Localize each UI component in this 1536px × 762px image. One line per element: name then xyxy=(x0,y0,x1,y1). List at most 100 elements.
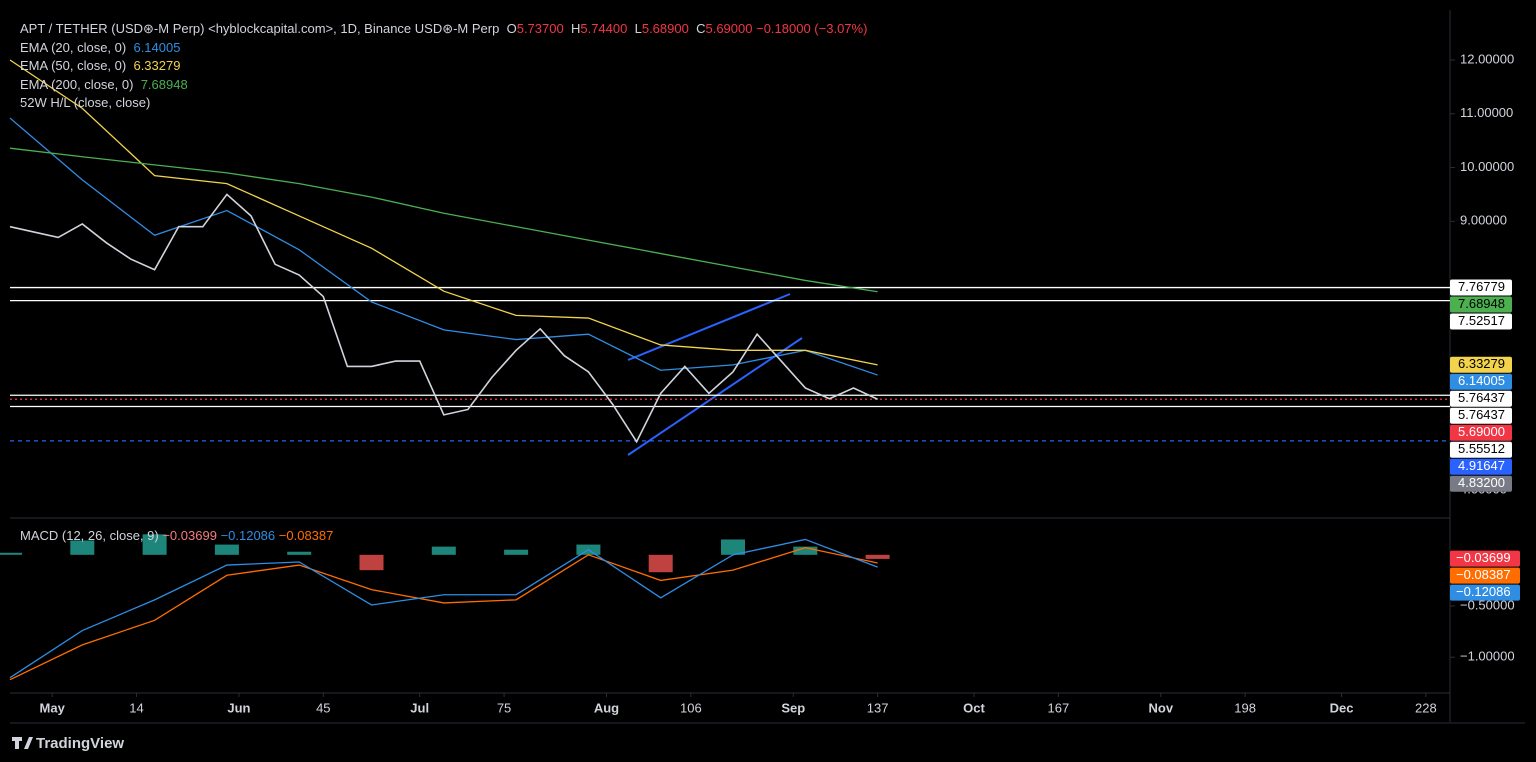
price-label-bg xyxy=(1450,475,1512,492)
macd-line xyxy=(9,538,878,679)
price-label: 5.76437 xyxy=(1458,390,1505,405)
y-tick-label: 11.00000 xyxy=(1460,105,1513,120)
price-label: 6.33279 xyxy=(1458,356,1505,371)
ema-line xyxy=(9,59,878,366)
x-tick-label: Dec xyxy=(1330,700,1354,715)
price-line xyxy=(9,193,878,444)
price-label: 5.69000 xyxy=(1458,424,1505,439)
macd-legend: MACD (12, 26, close, 9) −0.03699 −0.1208… xyxy=(20,527,333,546)
y-tick-label: −1.00000 xyxy=(1460,649,1515,664)
histogram-bar xyxy=(648,554,673,573)
macd-pane xyxy=(0,534,890,681)
price-label: 7.52517 xyxy=(1458,313,1505,328)
x-tick-label: Jul xyxy=(410,700,429,715)
legend: APT / TETHER (USD⊛-M Perp) <hyblockcapit… xyxy=(20,20,867,113)
indicator-name: 52W H/L (close, close) xyxy=(20,95,151,110)
x-tick-label: Oct xyxy=(963,700,985,715)
histogram-bar xyxy=(287,551,312,555)
histogram-bar xyxy=(721,539,746,555)
ohlc-key: L xyxy=(634,21,642,36)
price-label-bg xyxy=(1450,279,1512,296)
indicator-row: EMA (20, close, 0) 6.14005 xyxy=(20,39,867,58)
histogram-bar xyxy=(865,554,890,559)
macd-value: −0.03699 xyxy=(162,528,217,543)
x-tick-label: 45 xyxy=(316,700,330,715)
price-label-bg xyxy=(1450,313,1512,330)
price-label-bg xyxy=(1450,356,1512,373)
histogram-bar xyxy=(431,546,456,555)
macd-value: −0.08387 xyxy=(278,528,334,543)
price-label: 4.83200 xyxy=(1458,475,1505,490)
indicator-row: 52W H/L (close, close) xyxy=(20,94,867,113)
axes: 12.0000011.0000010.000009.000004.00000Ma… xyxy=(40,51,1520,715)
y-tick-label: −0.50000 xyxy=(1460,597,1515,612)
indicator-name: EMA (50, close, 0) xyxy=(20,58,127,73)
indicator-name: EMA (20, close, 0) xyxy=(20,39,127,55)
indicator-row: EMA (200, close, 0) 7.68948 xyxy=(20,76,867,95)
macd-label-bg xyxy=(1450,567,1520,584)
price-label-bg xyxy=(1450,373,1512,390)
histogram-bar xyxy=(0,552,22,555)
x-tick-label: Jun xyxy=(227,700,250,715)
ohlc-key: C xyxy=(696,21,706,36)
ohlc-value: 5.68900 xyxy=(641,21,689,36)
signal-line xyxy=(9,546,878,681)
price-label-bg xyxy=(1450,407,1512,424)
histogram-bar xyxy=(504,549,529,555)
y-tick-label: 10.00000 xyxy=(1460,159,1514,174)
x-tick-label: 14 xyxy=(129,700,143,715)
histogram-bar xyxy=(70,540,95,555)
ohlc-value: 5.69000 xyxy=(705,21,753,36)
price-pane xyxy=(9,59,1450,444)
indicator-value: 6.33279 xyxy=(133,58,181,73)
macd-value: −0.12086 xyxy=(220,528,276,543)
price-label-bg xyxy=(1450,458,1512,475)
x-tick-label: Aug xyxy=(594,700,619,715)
histogram-bar xyxy=(142,534,167,555)
x-tick-label: 228 xyxy=(1415,700,1437,715)
y-tick-label: 9.00000 xyxy=(1460,213,1507,228)
trendline xyxy=(627,337,803,456)
histogram-bar xyxy=(793,546,818,555)
symbol-row: APT / TETHER (USD⊛-M Perp) <hyblockcapit… xyxy=(20,20,867,39)
x-tick-label: Nov xyxy=(1149,700,1174,715)
macd-label-bg xyxy=(1450,550,1520,567)
histogram-bar xyxy=(214,544,239,555)
price-label-bg xyxy=(1450,424,1512,441)
ohlc-value: 5.74400 xyxy=(580,21,628,36)
x-tick-label: 75 xyxy=(497,700,511,715)
price-label: 4.91647 xyxy=(1458,458,1505,473)
ohlc-key: O xyxy=(506,21,517,36)
indicator-value: 6.14005 xyxy=(133,39,181,55)
macd-label: −0.12086 xyxy=(1456,584,1511,599)
price-label: 6.14005 xyxy=(1458,373,1505,388)
ohlc: O5.73700 H5.74400 L5.68900 C5.69000 xyxy=(499,21,753,36)
indicator-value: 7.68948 xyxy=(140,76,188,92)
ema-line xyxy=(9,147,878,293)
x-tick-label: 137 xyxy=(867,700,889,715)
indicator-name: MACD (12, 26, close, 9) xyxy=(20,528,159,543)
price-label: 5.76437 xyxy=(1458,407,1505,422)
symbol: APT / TETHER (USD⊛-M Perp) <hyblockcapit… xyxy=(20,21,500,36)
histogram-bar xyxy=(359,554,384,571)
macd-label-bg xyxy=(1450,584,1520,601)
indicator-row: EMA (50, close, 0) 6.33279 xyxy=(20,57,867,76)
price-label: 7.68948 xyxy=(1458,296,1505,311)
macd-label: −0.08387 xyxy=(1456,567,1511,582)
ohlc-key: H xyxy=(570,21,581,36)
x-tick-label: 167 xyxy=(1048,700,1070,715)
x-tick-label: 106 xyxy=(680,700,702,715)
indicator-list: EMA (20, close, 0) 6.14005 EMA (50, close… xyxy=(20,39,867,95)
brand: TradingView xyxy=(36,735,124,752)
price-label: 7.76779 xyxy=(1458,279,1505,294)
price-label-bg xyxy=(1450,390,1512,407)
price-label-bg xyxy=(1450,296,1512,313)
change: −0.18000 (−3.07%) xyxy=(756,21,868,36)
ema-line xyxy=(9,117,878,376)
y-tick-label: 12.00000 xyxy=(1460,51,1514,66)
price-label: 5.55512 xyxy=(1458,441,1505,456)
trendline xyxy=(627,293,791,361)
